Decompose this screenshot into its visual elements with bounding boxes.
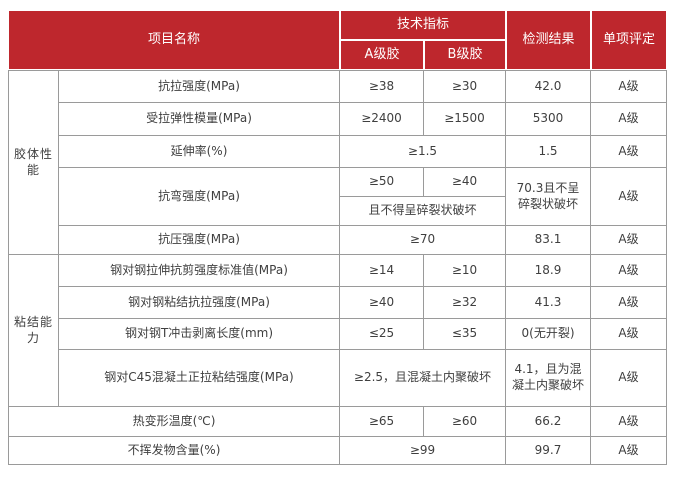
header-item-rating: 单项评定 — [591, 10, 667, 70]
row-tensile-strength-result: 42.0 — [506, 70, 591, 103]
row-concrete-bond-name: 钢对C45混凝土正拉粘结强度(MPa) — [59, 350, 340, 407]
row-flexural-strength-rating: A级 — [591, 168, 667, 226]
row-compressive-strength-spec-merged: ≥70 — [340, 226, 506, 255]
row-elongation-rating: A级 — [591, 136, 667, 168]
header-grade-b: B级胶 — [424, 40, 506, 70]
row-flexural-strength-name: 抗弯强度(MPa) — [59, 168, 340, 226]
header-grade-a: A级胶 — [340, 40, 424, 70]
row-compressive-strength-rating: A级 — [591, 226, 667, 255]
row-shear-strength-rating: A级 — [591, 255, 667, 287]
row-shear-strength-result: 18.9 — [506, 255, 591, 287]
row-shear-strength-spec-b: ≥10 — [424, 255, 506, 287]
row-compressive-strength-name: 抗压强度(MPa) — [59, 226, 340, 255]
spec-table: 项目名称 技术指标 A级胶 B级胶 检测结果 单项评定 胶体性能 抗拉强度(MP… — [8, 10, 667, 465]
row-heat-distortion-spec-a: ≥65 — [340, 407, 424, 437]
row-nonvolatile-name: 不挥发物含量(%) — [8, 437, 340, 465]
row-elastic-modulus-spec-b: ≥1500 — [424, 103, 506, 136]
row-bond-tensile-rating: A级 — [591, 287, 667, 319]
row-bond-tensile-name: 钢对钢粘结抗拉强度(MPa) — [59, 287, 340, 319]
group-adhesive-performance: 胶体性能 — [8, 70, 59, 255]
row-peel-length-spec-b: ≤35 — [424, 319, 506, 350]
header-test-result: 检测结果 — [506, 10, 591, 70]
row-peel-length-result: 0(无开裂) — [506, 319, 591, 350]
row-elongation-spec-merged: ≥1.5 — [340, 136, 506, 168]
row-tensile-strength-name: 抗拉强度(MPa) — [59, 70, 340, 103]
row-flexural-strength-spec-b: ≥40 — [424, 168, 506, 197]
row-concrete-bond-rating: A级 — [591, 350, 667, 407]
row-bond-tensile-result: 41.3 — [506, 287, 591, 319]
row-elongation-result: 1.5 — [506, 136, 591, 168]
row-nonvolatile-result: 99.7 — [506, 437, 591, 465]
row-bond-tensile-spec-b: ≥32 — [424, 287, 506, 319]
row-tensile-strength-spec-a: ≥38 — [340, 70, 424, 103]
row-concrete-bond-result: 4.1，且为混 凝土内聚破坏 — [506, 350, 591, 407]
row-peel-length-spec-a: ≤25 — [340, 319, 424, 350]
row-elastic-modulus-name: 受拉弹性模量(MPa) — [59, 103, 340, 136]
row-tensile-strength-spec-b: ≥30 — [424, 70, 506, 103]
row-heat-distortion-name: 热变形温度(℃) — [8, 407, 340, 437]
row-peel-length-name: 钢对钢T冲击剥离长度(mm) — [59, 319, 340, 350]
header-tech-spec: 技术指标 — [340, 10, 506, 40]
row-elongation-name: 延伸率(%) — [59, 136, 340, 168]
row-flexural-strength-spec-note: 且不得呈碎裂状破坏 — [340, 197, 506, 226]
row-heat-distortion-result: 66.2 — [506, 407, 591, 437]
row-flexural-strength-spec-a: ≥50 — [340, 168, 424, 197]
header-project-name: 项目名称 — [8, 10, 340, 70]
row-elastic-modulus-rating: A级 — [591, 103, 667, 136]
row-compressive-strength-result: 83.1 — [506, 226, 591, 255]
row-elastic-modulus-spec-a: ≥2400 — [340, 103, 424, 136]
row-nonvolatile-spec-merged: ≥99 — [340, 437, 506, 465]
row-concrete-bond-spec-merged: ≥2.5，且混凝土内聚破坏 — [340, 350, 506, 407]
row-heat-distortion-rating: A级 — [591, 407, 667, 437]
row-heat-distortion-spec-b: ≥60 — [424, 407, 506, 437]
row-shear-strength-name: 钢对钢拉伸抗剪强度标准值(MPa) — [59, 255, 340, 287]
row-elastic-modulus-result: 5300 — [506, 103, 591, 136]
row-bond-tensile-spec-a: ≥40 — [340, 287, 424, 319]
row-shear-strength-spec-a: ≥14 — [340, 255, 424, 287]
row-nonvolatile-rating: A级 — [591, 437, 667, 465]
group-bonding-capability: 粘结能力 — [8, 255, 59, 407]
row-peel-length-rating: A级 — [591, 319, 667, 350]
row-flexural-strength-result: 70.3且不呈 碎裂状破坏 — [506, 168, 591, 226]
row-tensile-strength-rating: A级 — [591, 70, 667, 103]
